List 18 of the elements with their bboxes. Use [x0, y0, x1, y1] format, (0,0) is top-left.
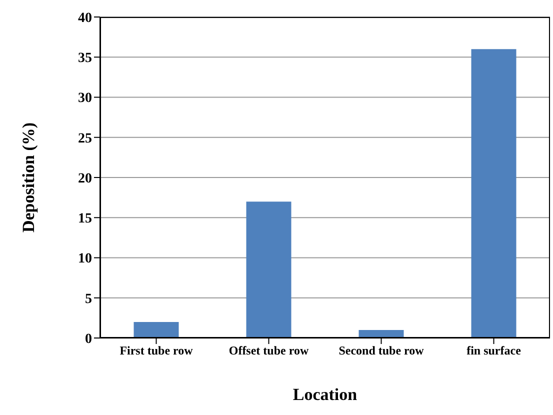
y-tick-label: 0 — [85, 332, 92, 347]
y-tick-label: 40 — [78, 10, 92, 26]
bar — [471, 49, 516, 338]
bar — [134, 322, 179, 338]
y-tick-label: 30 — [78, 91, 92, 106]
bar — [246, 202, 292, 338]
y-axis-title: Deposition (%) — [19, 122, 38, 233]
y-tick-label: 10 — [78, 252, 92, 267]
x-tick-label: Offset tube row — [228, 344, 309, 358]
x-tick-label: fin surface — [466, 344, 522, 358]
x-tick-label: Second tube row — [338, 344, 424, 358]
y-tick-label: 15 — [78, 212, 92, 227]
y-tick-label: 20 — [78, 171, 92, 186]
y-tick-label: 25 — [78, 131, 92, 146]
y-tick-label: 5 — [85, 292, 92, 307]
x-axis-title: Location — [292, 385, 358, 404]
y-tick-label: 35 — [78, 51, 92, 66]
x-tick-label: First tube row — [120, 344, 194, 358]
